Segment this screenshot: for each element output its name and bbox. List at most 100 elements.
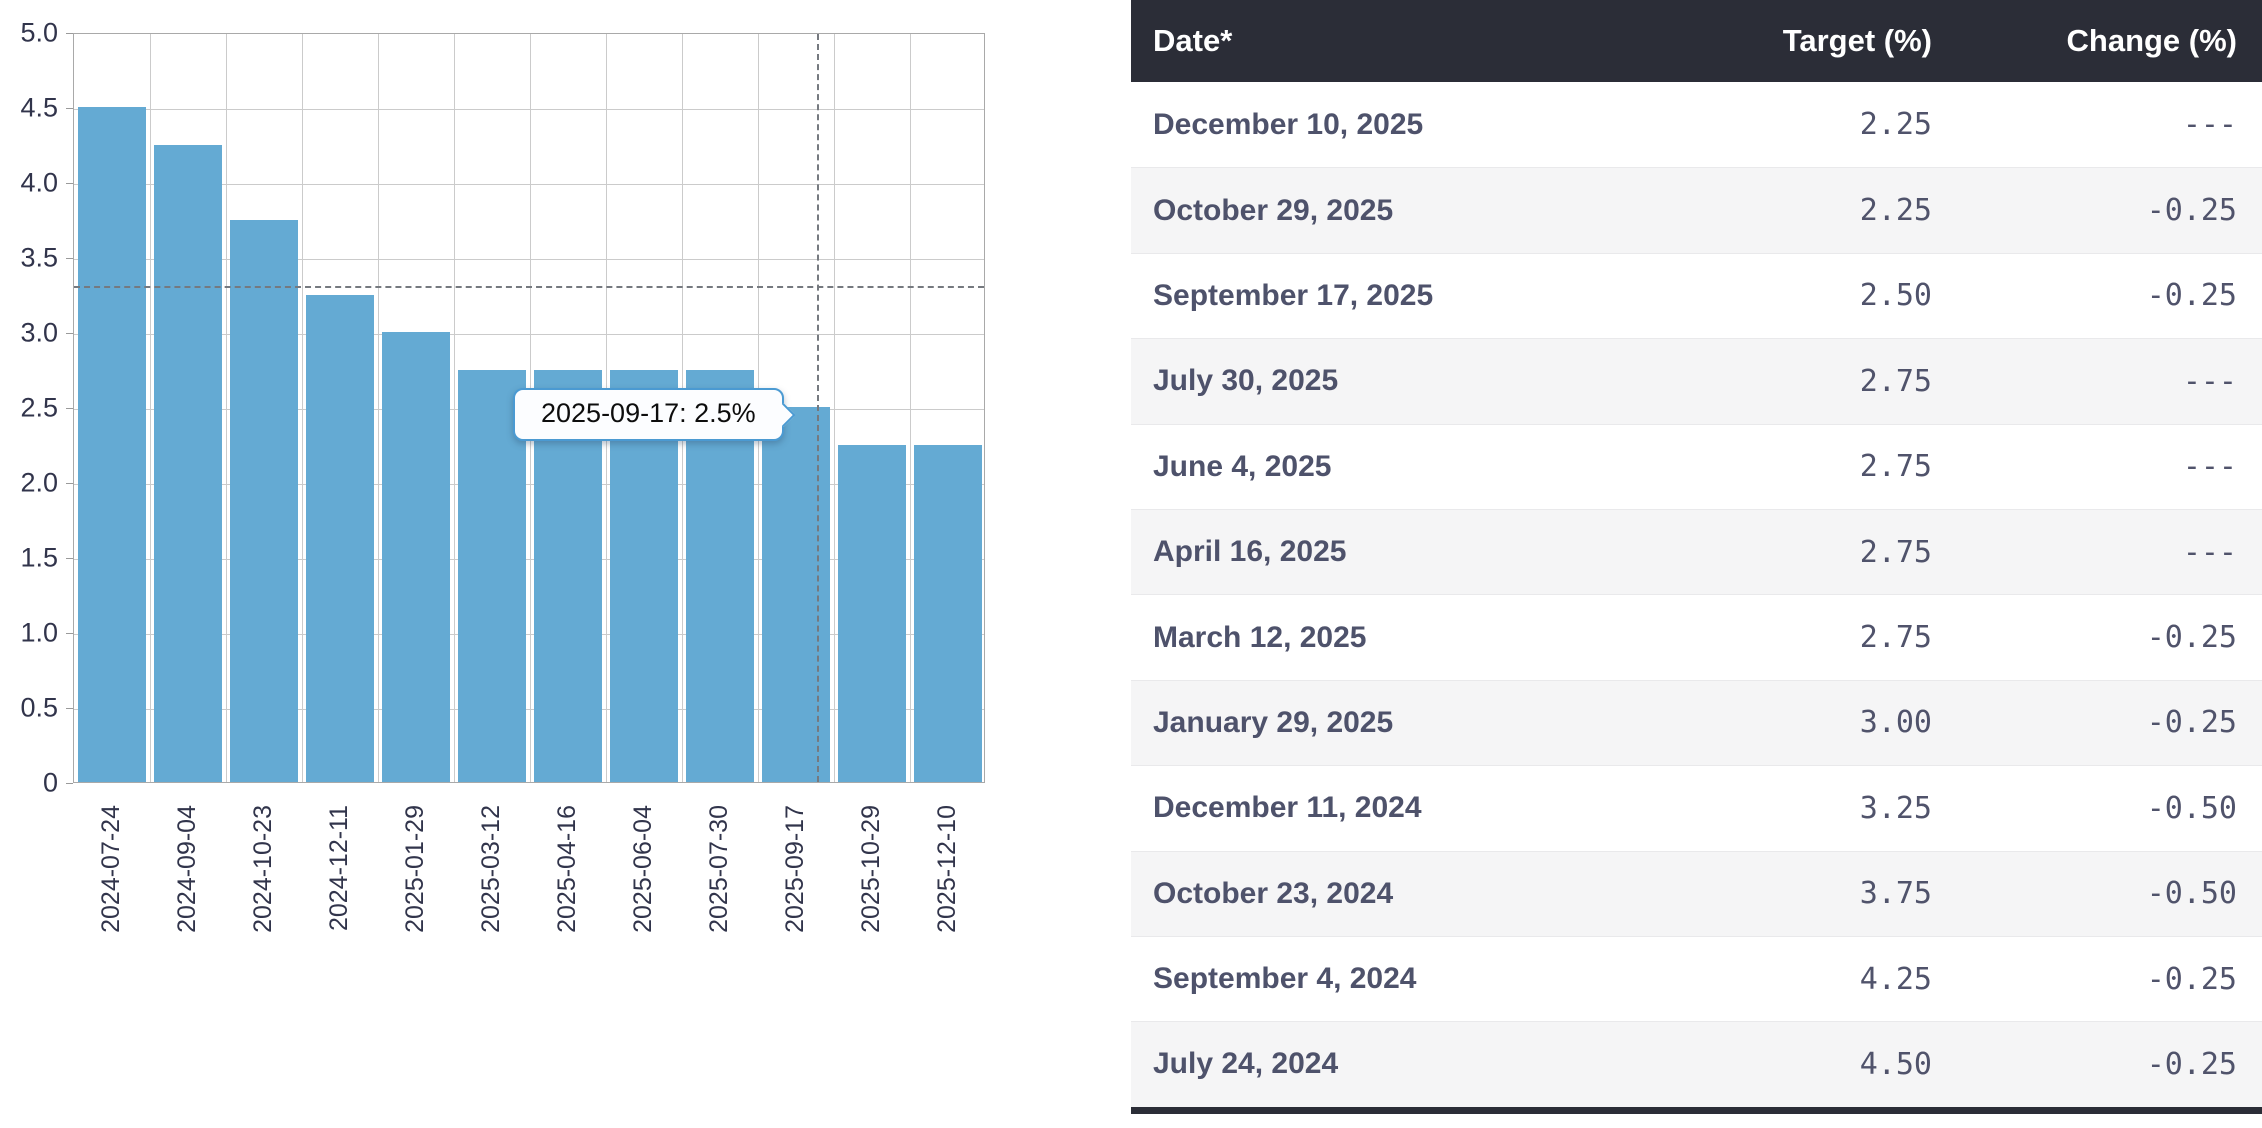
column-header-target: Target (%)	[1782, 23, 1932, 58]
y-tick-mark	[66, 483, 73, 484]
cell-date: October 23, 2024	[1153, 876, 1394, 910]
y-tick-mark	[66, 708, 73, 709]
table-row: December 10, 2025 2.25 ---	[1131, 82, 2262, 168]
y-tick-mark	[66, 183, 73, 184]
cell-date: July 24, 2024	[1153, 1047, 1339, 1081]
bar-2025-10-29[interactable]	[838, 444, 906, 782]
table-row: January 29, 2025 3.00 -0.25	[1131, 679, 2262, 766]
bar-2024-07-24[interactable]	[78, 107, 146, 782]
cell-target: 3.75	[1859, 876, 1932, 912]
cell-target: 2.75	[1859, 620, 1932, 656]
cell-date: April 16, 2025	[1153, 535, 1347, 569]
cell-date: December 11, 2024	[1153, 791, 1422, 825]
vertical-gridline	[150, 34, 151, 782]
crosshair-horizontal-line	[74, 286, 984, 288]
cell-target: 2.50	[1859, 278, 1932, 314]
y-tick-label: 4.5	[20, 92, 58, 123]
cell-target: 4.25	[1859, 961, 1932, 997]
chart-tooltip-text: 2025-09-17: 2.5%	[541, 398, 756, 428]
column-header-date: Date*	[1153, 23, 1233, 58]
cell-change: -0.25	[2146, 705, 2237, 741]
table-row: September 17, 2025 2.50 -0.25	[1131, 252, 2262, 339]
y-tick-mark	[66, 783, 73, 784]
rate-decisions-table: Date* Target (%) Change (%) December 10,…	[1131, 0, 2262, 1128]
bar-2024-09-04[interactable]	[154, 144, 222, 782]
cell-target: 3.25	[1859, 790, 1932, 826]
cell-date: December 10, 2025	[1153, 107, 1424, 141]
table-header-row: Date* Target (%) Change (%)	[1131, 0, 2262, 82]
x-tick-label: 2025-01-29	[401, 805, 429, 933]
cell-change: -0.25	[2146, 1046, 2237, 1082]
x-tick-label: 2025-04-16	[553, 805, 581, 933]
x-tick-label: 2025-06-04	[629, 805, 657, 933]
cell-target: 4.50	[1859, 1046, 1932, 1082]
y-tick-mark	[66, 633, 73, 634]
cell-date: July 30, 2025	[1153, 364, 1339, 398]
x-tick-label: 2025-03-12	[477, 805, 505, 933]
bar-2025-09-17[interactable]	[762, 407, 830, 782]
y-tick-label: 0	[42, 767, 58, 798]
table-row: April 16, 2025 2.75 ---	[1131, 508, 2262, 595]
cell-target: 2.75	[1859, 363, 1932, 399]
cell-change: -0.25	[2146, 193, 2237, 229]
y-tick-label: 2.5	[20, 392, 58, 423]
cell-change: -0.50	[2146, 790, 2237, 826]
cell-target: 2.25	[1859, 107, 1932, 143]
horizontal-gridline	[74, 484, 984, 485]
cell-change: -0.50	[2146, 876, 2237, 912]
x-tick-label: 2025-07-30	[705, 805, 733, 933]
bar-2025-01-29[interactable]	[382, 332, 450, 782]
table-row: October 29, 2025 2.25 -0.25	[1131, 167, 2262, 253]
y-tick-label: 0.5	[20, 692, 58, 723]
y-tick-label: 3.0	[20, 317, 58, 348]
x-tick-label: 2025-10-29	[857, 805, 885, 933]
y-tick-mark	[66, 408, 73, 409]
cell-change: ---	[2182, 449, 2237, 485]
vertical-gridline	[834, 34, 835, 782]
y-tick-label: 5.0	[20, 17, 58, 48]
cell-target: 2.75	[1859, 449, 1932, 485]
vertical-gridline	[910, 34, 911, 782]
x-tick-label: 2024-07-24	[97, 805, 125, 933]
bar-2025-03-12[interactable]	[458, 369, 526, 782]
y-tick-label: 1.5	[20, 542, 58, 573]
table-row: March 12, 2025 2.75 -0.25	[1131, 594, 2262, 680]
horizontal-gridline	[74, 634, 984, 635]
cell-date: September 17, 2025	[1153, 278, 1434, 312]
table-row: July 24, 2024 4.50 -0.25	[1131, 1021, 2262, 1107]
cell-change: -0.25	[2146, 620, 2237, 656]
horizontal-gridline	[74, 259, 984, 260]
table-row: July 30, 2025 2.75 ---	[1131, 338, 2262, 424]
x-tick-label: 2025-12-10	[933, 805, 961, 933]
cell-target: 3.00	[1859, 705, 1932, 741]
cell-target: 2.25	[1859, 193, 1932, 229]
x-tick-label: 2024-12-11	[325, 805, 353, 932]
table-row: October 23, 2024 3.75 -0.50	[1131, 850, 2262, 936]
y-tick-mark	[66, 33, 73, 34]
horizontal-gridline	[74, 184, 984, 185]
vertical-gridline	[226, 34, 227, 782]
bar-2024-10-23[interactable]	[230, 219, 298, 782]
cell-date: June 4, 2025	[1153, 449, 1332, 483]
cell-date: October 29, 2025	[1153, 193, 1394, 227]
cell-change: ---	[2182, 534, 2237, 570]
y-tick-mark	[66, 558, 73, 559]
y-tick-mark	[66, 258, 73, 259]
crosshair-vertical-line	[816, 34, 819, 782]
cell-target: 2.75	[1859, 534, 1932, 570]
y-tick-mark	[66, 333, 73, 334]
table-bottom-border	[1131, 1106, 2262, 1114]
table-body: December 10, 2025 2.25 --- October 29, 2025…	[1131, 82, 2262, 1107]
y-tick-label: 1.0	[20, 617, 58, 648]
vertical-gridline	[378, 34, 379, 782]
bar-2025-12-10[interactable]	[914, 444, 982, 782]
x-tick-label: 2025-09-17	[781, 805, 809, 933]
vertical-gridline	[302, 34, 303, 782]
table-row: December 11, 2024 3.25 -0.50	[1131, 765, 2262, 851]
bar-2024-12-11[interactable]	[306, 294, 374, 782]
table-row: June 4, 2025 2.75 ---	[1131, 423, 2262, 509]
column-header-change: Change (%)	[2066, 23, 2238, 58]
cell-change: ---	[2182, 363, 2237, 399]
x-tick-label: 2024-09-04	[173, 805, 201, 933]
